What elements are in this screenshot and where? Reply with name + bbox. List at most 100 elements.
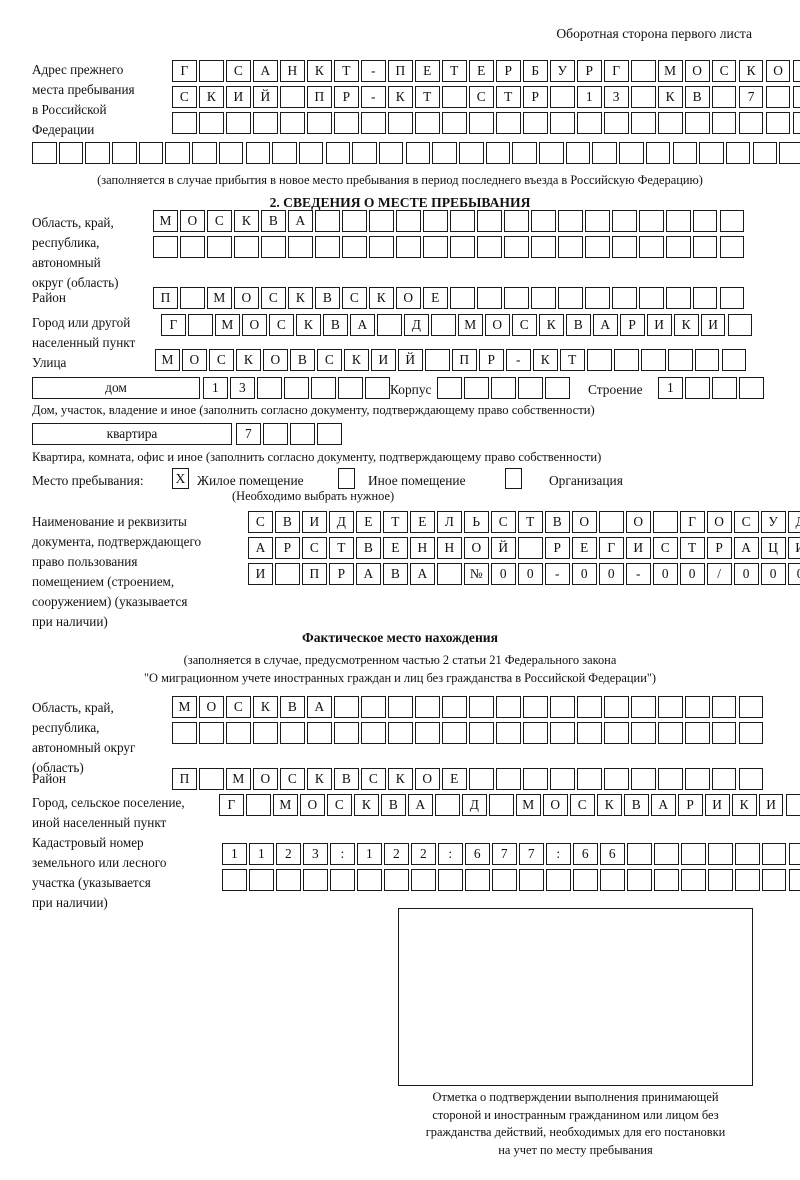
grid-cell[interactable] xyxy=(279,112,305,134)
grid-cell[interactable] xyxy=(449,210,475,232)
grid-cell[interactable] xyxy=(341,210,367,232)
grid-cell[interactable]: О xyxy=(241,314,267,336)
grid-cell[interactable]: 0 xyxy=(517,563,543,585)
grid-cell[interactable]: А xyxy=(252,60,278,82)
grid-cell[interactable]: П xyxy=(387,60,413,82)
grid-cell[interactable] xyxy=(153,236,178,258)
grid-cell[interactable]: М xyxy=(172,696,197,718)
grid-cell[interactable] xyxy=(557,210,583,232)
grid-cell[interactable]: 7 xyxy=(491,843,517,865)
grid-cell[interactable] xyxy=(387,722,413,744)
grid-cell[interactable]: Е xyxy=(441,768,467,790)
grid-cell[interactable]: Н xyxy=(436,537,462,559)
grid-cell[interactable] xyxy=(325,142,351,164)
grid-cell[interactable]: С xyxy=(711,60,737,82)
grid-cell[interactable] xyxy=(405,142,431,164)
grid-cell[interactable] xyxy=(638,236,664,258)
grid-cell[interactable]: П xyxy=(451,349,477,371)
grid-cell[interactable]: С xyxy=(172,86,197,108)
grid-cell[interactable]: У xyxy=(760,511,786,533)
grid-cell[interactable] xyxy=(387,112,413,134)
grid-cell[interactable] xyxy=(665,210,691,232)
grid-cell[interactable]: Й xyxy=(397,349,423,371)
grid-cell[interactable]: 1 xyxy=(248,843,274,865)
grid-cell[interactable] xyxy=(711,768,737,790)
grid-cell[interactable] xyxy=(549,722,575,744)
grid-cell[interactable] xyxy=(395,236,421,258)
grid-cell[interactable]: С xyxy=(468,86,494,108)
grid-cell[interactable]: Т xyxy=(328,537,354,559)
grid-cell[interactable]: Б xyxy=(522,60,548,82)
grid-cell[interactable] xyxy=(333,722,359,744)
grid-cell[interactable] xyxy=(707,869,733,891)
grid-cell[interactable]: 6 xyxy=(572,843,598,865)
grid-cell[interactable] xyxy=(711,696,737,718)
grid-cell[interactable] xyxy=(337,377,363,399)
grid-cell[interactable] xyxy=(449,287,475,309)
grid-cell[interactable]: Т xyxy=(559,349,585,371)
grid-cell[interactable]: Д xyxy=(328,511,354,533)
grid-cell[interactable] xyxy=(545,869,571,891)
grid-cell[interactable]: М xyxy=(225,768,251,790)
grid-cell[interactable]: К xyxy=(738,60,764,82)
stay-type-other-checkbox[interactable] xyxy=(338,468,355,489)
grid-cell[interactable]: 1 xyxy=(203,377,228,399)
grid-cell[interactable]: 2 xyxy=(383,843,409,865)
grid-cell[interactable] xyxy=(503,236,529,258)
grid-cell[interactable]: П xyxy=(301,563,327,585)
grid-cell[interactable]: К xyxy=(673,314,699,336)
grid-cell[interactable] xyxy=(599,869,625,891)
grid-cell[interactable] xyxy=(314,236,340,258)
grid-cell[interactable]: К xyxy=(368,287,394,309)
grid-cell[interactable]: 1 xyxy=(658,377,683,399)
grid-cell[interactable]: Г xyxy=(219,794,244,816)
grid-cell[interactable] xyxy=(279,86,305,108)
grid-cell[interactable]: И xyxy=(248,563,273,585)
previous-address-grid-row-4[interactable] xyxy=(32,142,800,164)
grid-cell[interactable]: М xyxy=(457,314,483,336)
grid-cell[interactable] xyxy=(192,142,217,164)
grid-cell[interactable] xyxy=(437,377,462,399)
grid-cell[interactable]: И xyxy=(625,537,651,559)
grid-cell[interactable] xyxy=(672,142,697,164)
grid-cell[interactable] xyxy=(441,86,467,108)
grid-cell[interactable] xyxy=(495,768,521,790)
grid-cell[interactable]: Т xyxy=(679,537,705,559)
grid-cell[interactable]: Р xyxy=(619,314,645,336)
grid-cell[interactable]: 1 xyxy=(356,843,382,865)
grid-cell[interactable] xyxy=(667,349,693,371)
grid-cell[interactable] xyxy=(165,142,190,164)
grid-cell[interactable]: В xyxy=(623,794,649,816)
grid-cell[interactable]: 0 xyxy=(598,563,624,585)
grid-cell[interactable]: 2 xyxy=(410,843,436,865)
grid-cell[interactable] xyxy=(576,722,602,744)
grid-cell[interactable]: К xyxy=(252,696,278,718)
grid-cell[interactable] xyxy=(279,722,305,744)
grid-cell[interactable]: Г xyxy=(161,314,186,336)
grid-cell[interactable]: : xyxy=(437,843,463,865)
grid-cell[interactable]: 0 xyxy=(679,563,705,585)
grid-cell[interactable] xyxy=(364,377,390,399)
grid-cell[interactable]: О xyxy=(706,511,732,533)
grid-cell[interactable]: М xyxy=(155,349,180,371)
grid-cell[interactable]: Р xyxy=(478,349,504,371)
grid-cell[interactable]: К xyxy=(538,314,564,336)
grid-cell[interactable]: С xyxy=(225,60,251,82)
grid-cell[interactable] xyxy=(657,768,683,790)
grid-cell[interactable] xyxy=(653,869,679,891)
grid-cell[interactable]: А xyxy=(592,314,618,336)
grid-cell[interactable]: У xyxy=(549,60,575,82)
grid-cell[interactable] xyxy=(522,112,548,134)
grid-cell[interactable] xyxy=(360,112,386,134)
grid-cell[interactable]: Т xyxy=(441,60,467,82)
korpus-grid[interactable] xyxy=(437,377,572,399)
grid-cell[interactable] xyxy=(112,142,137,164)
grid-cell[interactable] xyxy=(611,210,637,232)
grid-cell[interactable] xyxy=(613,349,639,371)
grid-cell[interactable] xyxy=(517,377,543,399)
grid-cell[interactable]: И xyxy=(370,349,396,371)
grid-cell[interactable] xyxy=(512,142,537,164)
grid-cell[interactable] xyxy=(306,722,332,744)
